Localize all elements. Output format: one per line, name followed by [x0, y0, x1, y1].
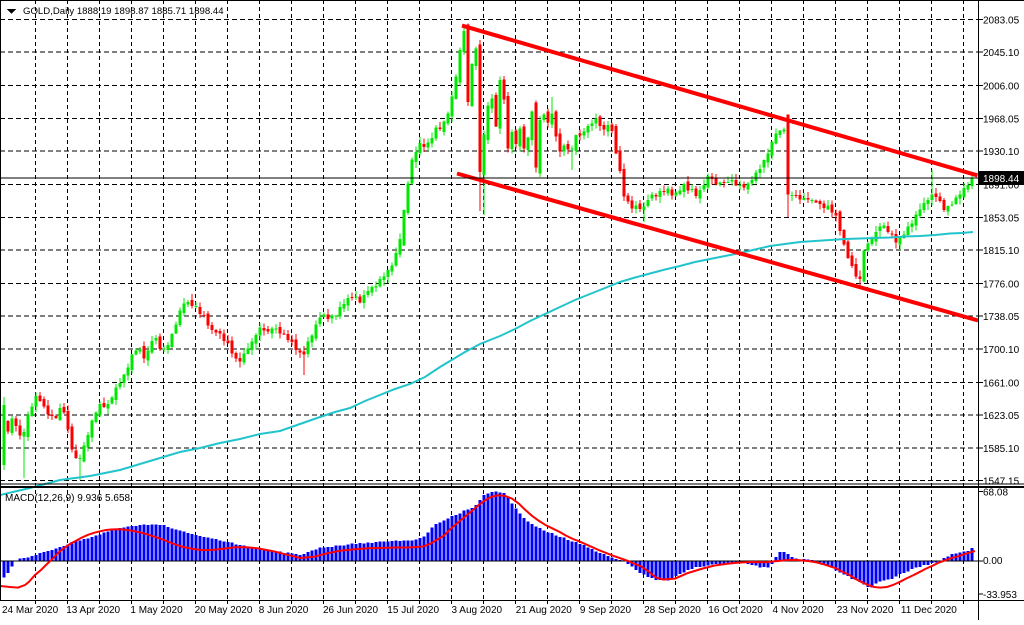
svg-text:8 Jun 2020: 8 Jun 2020: [259, 605, 309, 616]
svg-text:4 Nov 2020: 4 Nov 2020: [773, 605, 825, 616]
svg-text:1968.05: 1968.05: [983, 114, 1020, 125]
svg-text:3 Aug 2020: 3 Aug 2020: [452, 605, 503, 616]
svg-text:1815.10: 1815.10: [983, 246, 1020, 257]
svg-text:MACD(12,26,9) 9.936 5.658: MACD(12,26,9) 9.936 5.658: [5, 493, 131, 504]
svg-text:2006.00: 2006.00: [983, 82, 1020, 93]
svg-text:1738.05: 1738.05: [983, 312, 1020, 323]
svg-text:1547.15: 1547.15: [983, 477, 1020, 488]
svg-text:1661.00: 1661.00: [983, 379, 1020, 390]
svg-text:68.08: 68.08: [983, 488, 1008, 499]
svg-text:1776.00: 1776.00: [983, 280, 1020, 291]
svg-text:20 May 2020: 20 May 2020: [195, 605, 253, 616]
svg-text:-33.953: -33.953: [983, 590, 1017, 601]
svg-text:13 Apr 2020: 13 Apr 2020: [66, 605, 120, 616]
svg-text:0.00: 0.00: [983, 556, 1003, 567]
svg-text:16 Oct 2020: 16 Oct 2020: [708, 605, 763, 616]
svg-text:9 Sep 2020: 9 Sep 2020: [580, 605, 632, 616]
svg-text:26 Jun 2020: 26 Jun 2020: [323, 605, 378, 616]
svg-text:1853.05: 1853.05: [983, 213, 1020, 224]
svg-text:1930.10: 1930.10: [983, 147, 1020, 158]
svg-text:1898.44: 1898.44: [983, 174, 1020, 185]
svg-text:1585.10: 1585.10: [983, 444, 1020, 455]
svg-text:1700.10: 1700.10: [983, 345, 1020, 356]
svg-text:11 Dec 2020: 11 Dec 2020: [901, 605, 957, 616]
svg-text:23 Nov 2020: 23 Nov 2020: [837, 605, 894, 616]
svg-text:28 Sep 2020: 28 Sep 2020: [644, 605, 701, 616]
svg-text:2083.05: 2083.05: [983, 15, 1020, 26]
svg-text:2045.10: 2045.10: [983, 48, 1020, 59]
svg-text:15 Jul 2020: 15 Jul 2020: [387, 605, 439, 616]
svg-text:21 Aug 2020: 21 Aug 2020: [516, 605, 573, 616]
svg-text:1 May 2020: 1 May 2020: [130, 605, 183, 616]
svg-text:GOLD,Daily 1888.19 1898.87 18: GOLD,Daily 1888.19 1898.87 1885.71 1898.…: [23, 6, 224, 17]
svg-text:1891.00: 1891.00: [983, 181, 1020, 192]
svg-text:24 Mar 2020: 24 Mar 2020: [2, 605, 59, 616]
svg-text:1623.05: 1623.05: [983, 411, 1020, 422]
